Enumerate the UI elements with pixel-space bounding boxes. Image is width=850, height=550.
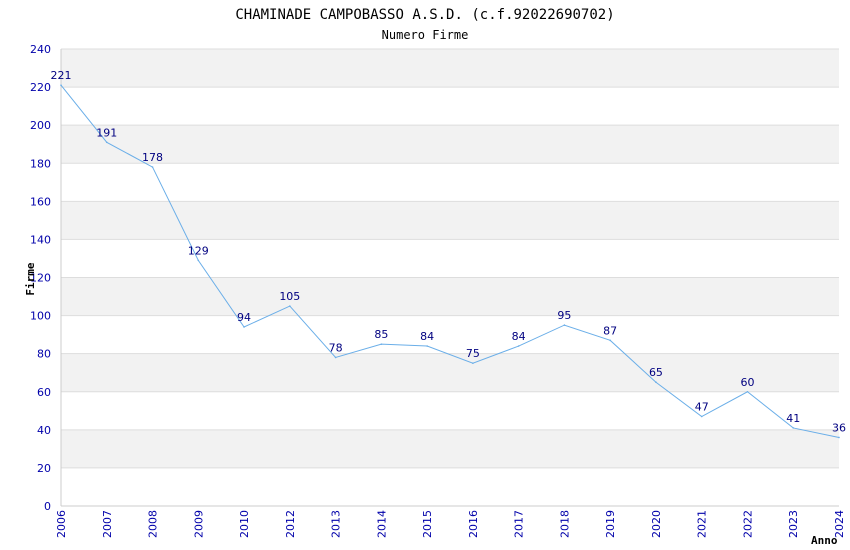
data-label: 84 [420,330,434,343]
data-label: 47 [695,401,709,414]
data-point [105,141,108,144]
data-label: 78 [329,341,343,354]
series-line [60,84,840,439]
data-label: 36 [832,421,846,434]
data-label: 191 [96,126,117,139]
data-label: 95 [557,309,571,322]
y-tick-label: 40 [37,424,51,437]
x-tick-label: 2012 [284,510,297,538]
grid-band [61,201,839,240]
data-label: 60 [740,376,754,389]
grid-band [61,125,839,164]
data-label: 87 [603,324,617,337]
series-line-path [60,84,840,438]
data-point [289,305,291,307]
y-tick-label: 0 [44,500,51,513]
data-labels: 221 191 178 129 94 105 78 85 84 75 84 95 87 65 47 60 41 3… [51,69,847,434]
grid-band [61,353,839,392]
y-tick-label: 120 [30,272,51,285]
data-label: 129 [188,244,209,257]
x-tick-label: 2020 [650,510,663,538]
x-tick-label: 2010 [238,510,251,538]
data-label: 84 [512,330,526,343]
x-tick-label: 2019 [604,510,617,538]
data-point [563,324,566,326]
x-tick-label: 2015 [421,510,434,538]
data-point [517,345,520,347]
data-label: 85 [374,328,388,341]
data-point [151,166,154,168]
data-point [334,356,337,359]
y-tick-label: 100 [30,310,51,323]
data-point [60,84,62,86]
y-tick-label: 180 [30,157,51,170]
x-tick-label: 2009 [192,510,205,538]
chart-title: CHAMINADE CAMPOBASSO A.S.D. (c.f.9202269… [235,7,614,23]
data-label: 75 [466,347,480,360]
grid-bands [61,49,839,468]
data-point [426,345,428,347]
x-tick-label: 2013 [330,510,343,538]
y-tick-label: 60 [37,386,51,399]
data-point [746,390,749,393]
x-tick-label: 2024 [833,510,846,538]
data-point [197,259,200,262]
axes [60,49,839,507]
data-label: 41 [786,412,800,425]
x-tick-label: 2006 [55,510,68,538]
x-tick-label: 2008 [147,510,160,538]
grid-band [61,49,839,88]
data-label: 105 [279,290,300,303]
data-point [380,343,383,345]
y-tick-labels: 0 20 40 60 80 100 120 140 160 180 200 220 240 [30,43,51,513]
data-point [838,436,840,439]
data-label: 221 [51,69,72,82]
data-point [472,362,474,364]
y-tick-label: 220 [30,81,51,94]
x-tick-label: 2022 [741,510,754,538]
x-tick-label: 2021 [696,510,709,538]
data-point [243,326,245,328]
x-tick-label: 2007 [101,510,114,538]
x-tick-label: 2017 [513,510,526,538]
x-tick-labels: 2006 2007 2008 2009 2010 2012 2013 2014 2015 2016… [55,510,846,538]
chart-subtitle: Numero Firme [382,28,469,42]
x-tick-label: 2014 [375,510,388,538]
y-tick-label: 80 [37,348,51,361]
x-tick-label: 2018 [558,510,571,538]
y-tick-label: 140 [30,233,51,246]
x-tick-label: 2023 [787,510,800,538]
x-axis-label: Anno [811,534,838,547]
x-tick-label: 2016 [467,510,480,538]
data-label: 94 [237,311,251,324]
y-tick-label: 20 [37,462,51,475]
data-label: 65 [649,366,663,379]
data-point [655,381,657,384]
data-point [609,339,611,342]
y-axis-label: Firme [24,262,37,295]
grid-band [61,277,839,316]
data-label: 178 [142,151,163,164]
grid-band [61,429,839,468]
y-tick-label: 200 [30,119,51,132]
y-tick-label: 160 [30,195,51,208]
y-tick-label: 240 [30,43,51,56]
data-point [700,415,703,418]
data-point [792,427,795,429]
